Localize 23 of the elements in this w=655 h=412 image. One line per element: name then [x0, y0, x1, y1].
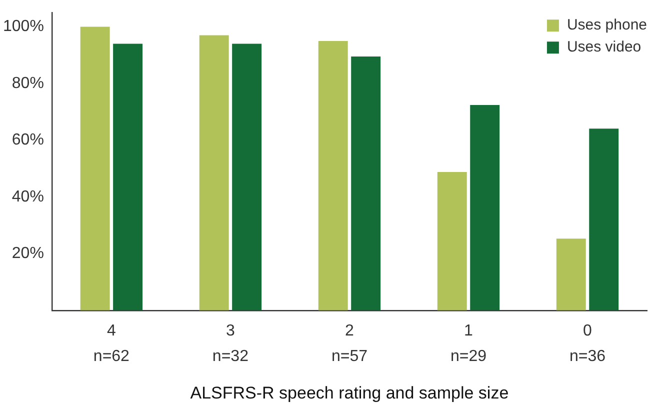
x-axis-title: ALSFRS-R speech rating and sample size	[190, 383, 509, 402]
y-tick-label: 40%	[12, 188, 44, 206]
bar	[556, 238, 586, 310]
x-tick-label: 0 n=36	[569, 322, 606, 366]
y-tick-label: 80%	[12, 74, 44, 92]
bar	[470, 105, 500, 310]
bar	[318, 40, 348, 310]
y-tick-label: 100%	[3, 18, 44, 36]
x-tick-label: 4 n=62	[93, 322, 130, 366]
x-tick-label: 3 n=32	[212, 322, 249, 366]
y-tick-label: 60%	[12, 132, 44, 149]
bar	[437, 172, 467, 310]
x-tick-label: 1 n=29	[450, 322, 487, 366]
legend-label: Uses phone	[566, 16, 648, 34]
x-tick-label: 2 n=57	[331, 322, 368, 366]
bar	[199, 35, 229, 310]
legend-label: Uses video	[566, 38, 642, 56]
bar	[589, 128, 619, 310]
y-tick-label: 20%	[12, 245, 44, 262]
bar	[80, 26, 110, 310]
bar	[351, 56, 381, 310]
bar	[113, 44, 143, 310]
bar	[232, 44, 262, 310]
